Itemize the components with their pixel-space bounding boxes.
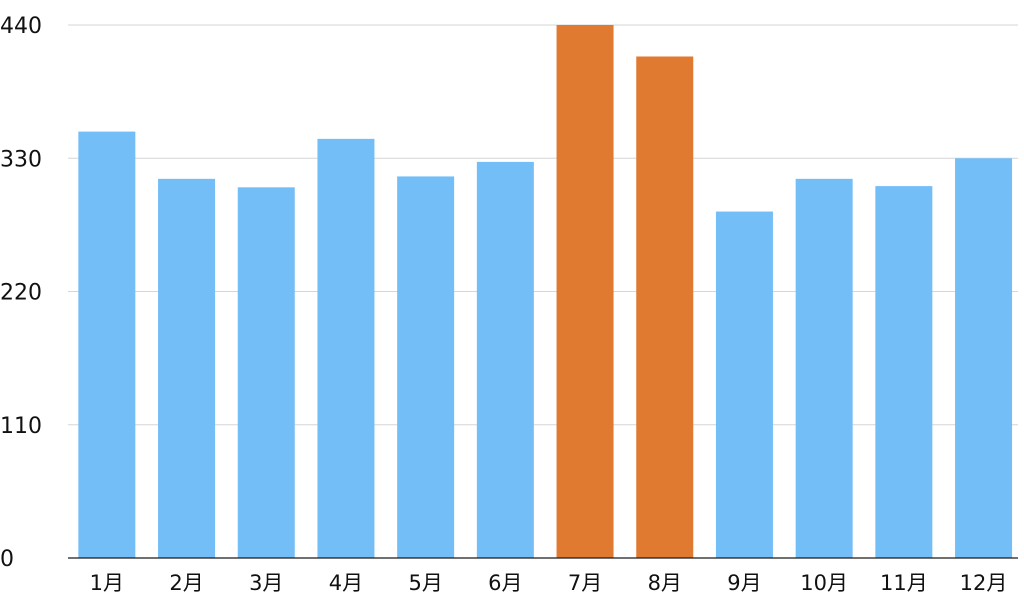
x-tick-label: 11月 [880,571,928,595]
x-tick-label: 12月 [960,571,1008,595]
bar [78,131,136,558]
bar [317,138,375,559]
y-tick-label: 110 [0,414,42,439]
gridlines [68,24,1018,426]
x-tick-label: 5月 [408,571,442,595]
bar [875,186,933,558]
bar [795,178,853,558]
x-tick-label: 2月 [169,571,203,595]
bar [397,176,455,558]
x-tick-label: 6月 [488,571,522,595]
x-tick-label: 3月 [249,571,283,595]
y-tick-label: 220 [0,281,42,306]
y-tick-label: 440 [0,14,42,39]
x-tick-label: 9月 [727,571,761,595]
y-axis-ticks: 0 110 220 330 440 [0,14,42,572]
x-tick-label: 10月 [800,571,848,595]
x-tick-label: 1月 [90,571,124,595]
bar [556,25,614,558]
y-tick-label: 0 [0,547,14,572]
bar [715,211,773,559]
bar [955,158,1013,558]
bar [158,178,216,558]
x-tick-label: 4月 [329,571,363,595]
x-tick-label: 8月 [648,571,682,595]
bars [78,25,1013,559]
x-tick-label: 7月 [568,571,602,595]
bar [476,161,534,558]
y-tick-label: 330 [0,147,42,172]
x-axis-ticks: 1月 2月 3月 4月 5月 6月 7月 8月 9月 10月 11月 12月 [90,571,1008,595]
bar [237,187,295,558]
bar [636,56,694,558]
